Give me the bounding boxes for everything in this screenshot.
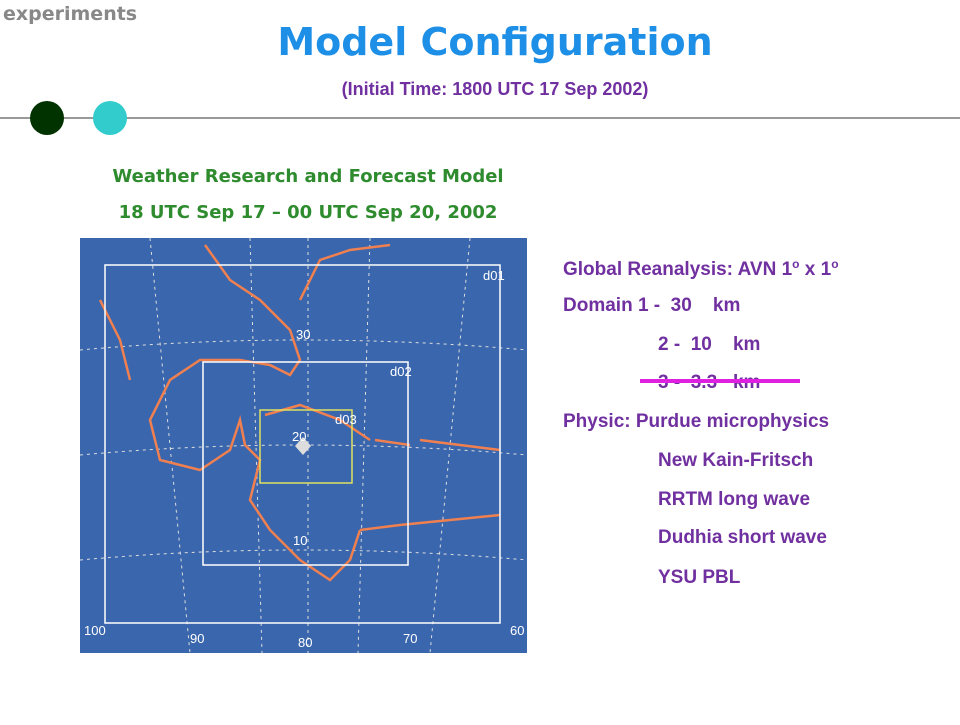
domain-box: [202, 361, 409, 566]
text: Global Reanalysis: AVN 1: [563, 259, 793, 280]
map-label: 10: [293, 533, 307, 548]
graticule: [79, 237, 528, 654]
domain-line: Domain 1 - 30 km: [563, 295, 740, 316]
physics-line: RRTM long wave: [658, 489, 810, 510]
physics-line: Dudhia short wave: [658, 527, 827, 548]
map-label: 80: [298, 635, 312, 650]
map-label: 90: [190, 631, 204, 646]
text: x 1: [799, 259, 831, 280]
map-label: d01: [483, 268, 505, 283]
physics-line: YSU PBL: [658, 567, 741, 588]
map-label: 20: [292, 429, 306, 444]
reanalysis: Global Reanalysis: AVN 1o x 1o: [563, 257, 839, 280]
physics-line: Physic: Purdue microphysics: [563, 411, 829, 432]
physics-line: New Kain-Fritsch: [658, 450, 813, 471]
coastlines: [98, 243, 501, 582]
model-period: 18 UTC Sep 17 – 00 UTC Sep 20, 2002: [119, 202, 498, 223]
storm-marker: [295, 437, 311, 455]
superscript: o: [831, 257, 838, 271]
section-label: experiments: [3, 3, 137, 25]
domain-map: d01 d02 d03 30 20 10 100 90 80 70 60: [79, 237, 528, 654]
model-name: Weather Research and Forecast Model: [112, 166, 503, 187]
domain-box: [259, 409, 353, 484]
slide-subtitle: (Initial Time: 1800 UTC 17 Sep 2002): [342, 79, 649, 99]
dot: [30, 101, 64, 135]
map-label: 60: [510, 623, 524, 638]
domain-line: 2 - 10 km: [658, 334, 760, 355]
domain-box: [104, 264, 501, 624]
map-label: d02: [390, 364, 412, 379]
map-label: 70: [403, 631, 417, 646]
dot: [93, 101, 127, 135]
map-label: d03: [335, 412, 357, 427]
superscript: o: [792, 257, 799, 271]
map-label: 100: [84, 623, 106, 638]
slide-title: Model Configuration: [277, 20, 712, 64]
map-label: 30: [296, 327, 310, 342]
